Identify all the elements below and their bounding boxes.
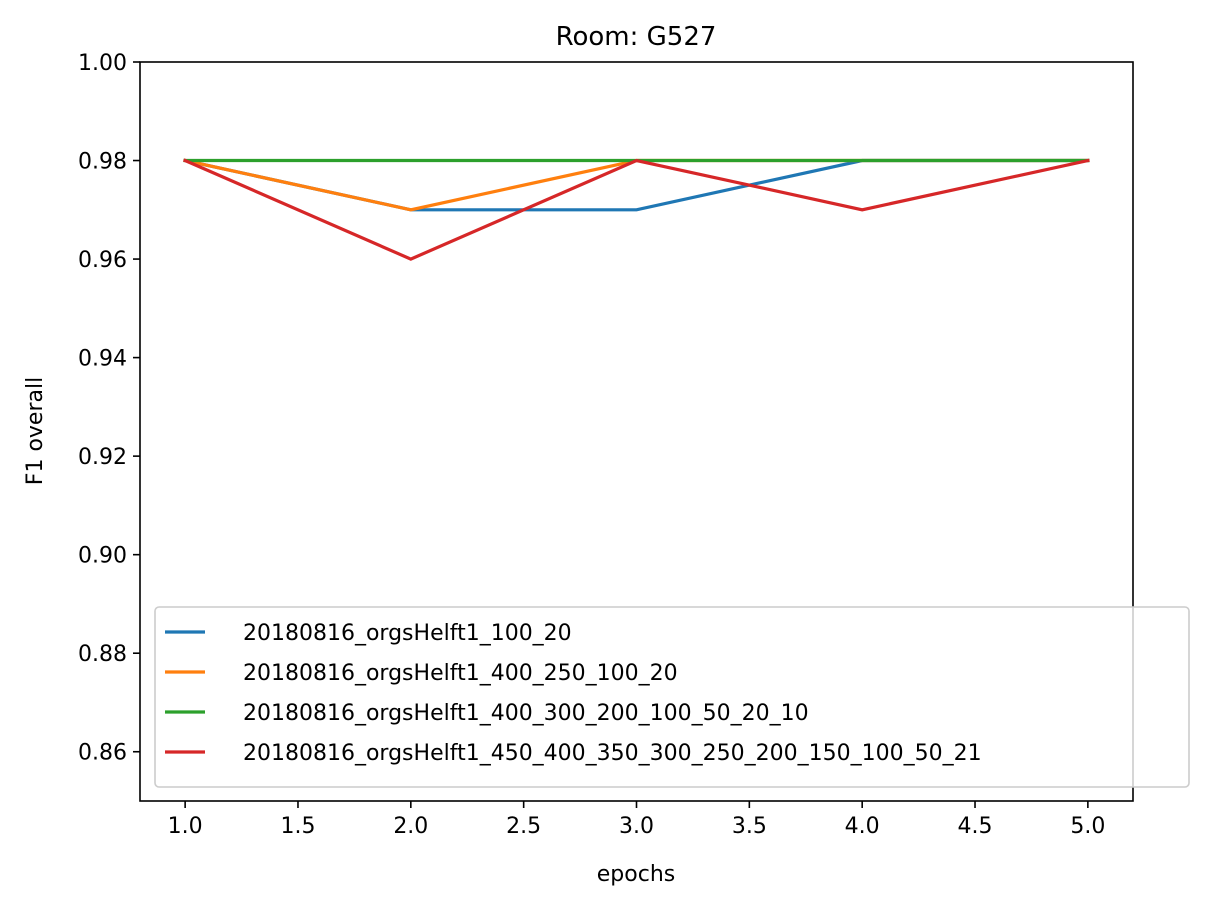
x-tick-label: 4.0 — [845, 814, 880, 839]
legend-box — [154, 606, 1190, 788]
y-tick-label: 0.90 — [78, 544, 127, 569]
x-tick-label: 3.5 — [732, 814, 767, 839]
series-group — [182, 158, 1090, 261]
x-tick-label: 4.5 — [958, 814, 993, 839]
y-tick-label: 0.88 — [78, 642, 127, 667]
x-tick-label: 1.5 — [280, 814, 315, 839]
x-tick-label: 5.0 — [1070, 814, 1105, 839]
y-tick-label: 0.86 — [78, 741, 127, 766]
x-tick-label: 2.5 — [506, 814, 541, 839]
y-tick-label: 1.00 — [78, 51, 127, 76]
x-tick-label: 1.0 — [168, 814, 203, 839]
series-line-2 — [183, 158, 1090, 212]
x-axis: 1.0 1.5 2.0 2.5 3.0 3.5 4.0 4.5 5.0 — [168, 801, 1105, 839]
x-tick-label: 2.0 — [393, 814, 428, 839]
x-axis-label: epochs — [597, 862, 675, 887]
legend-entry-label: 20180816_orgsHelft1_400_250_100_20 — [243, 661, 678, 686]
legend-entry-label: 20180816_orgsHelft1_400_300_200_100_50_2… — [243, 701, 809, 726]
series-line-1 — [183, 158, 1090, 212]
y-axis-label: F1 overall — [23, 377, 48, 485]
x-tick-label: 3.0 — [619, 814, 654, 839]
plot-frame — [139, 61, 1134, 802]
y-tick-label: 0.94 — [78, 347, 127, 372]
legend: 20180816_orgsHelft1_100_20 20180816_orgsH… — [154, 606, 1190, 788]
y-tick-label: 0.96 — [78, 248, 127, 273]
series-line-4 — [182, 158, 1090, 261]
y-axis: 0.86 0.88 0.90 0.92 0.94 0.96 0.98 1.00 — [78, 51, 140, 766]
legend-entry-label: 20180816_orgsHelft1_100_20 — [243, 621, 572, 646]
y-tick-label: 0.98 — [78, 150, 127, 175]
y-tick-label: 0.92 — [78, 445, 127, 470]
legend-entry-label: 20180816_orgsHelft1_450_400_350_300_250_… — [243, 741, 982, 766]
chart-title: Room: G527 — [556, 22, 717, 52]
